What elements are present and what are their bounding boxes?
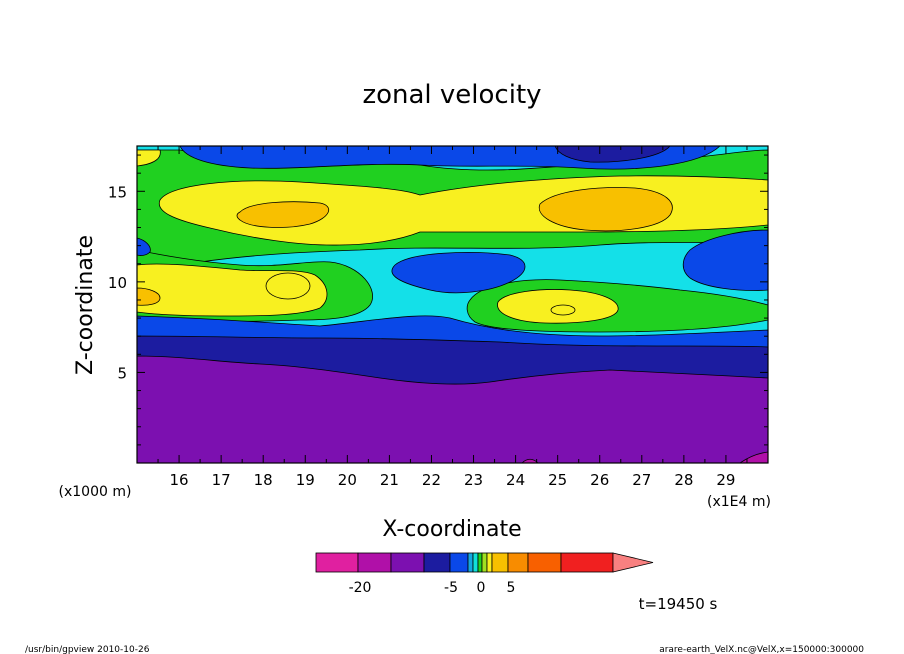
colorbar-segment [491, 552, 509, 573]
x-tick-label: 29 [716, 471, 735, 489]
x-tick-label: 20 [338, 471, 357, 489]
colorbar-segment [527, 552, 562, 573]
colorbar-segment [315, 552, 359, 573]
footer-right: arare-earth_VelX.nc@VelX,x=150000:300000 [659, 645, 864, 654]
colorbar-tick-label: 0 [477, 580, 486, 596]
x-tick-label: 18 [254, 471, 273, 489]
colorbar-segment [477, 552, 483, 573]
contour-darkblue-top [554, 146, 671, 163]
contour-blue-center [391, 252, 526, 294]
contour-field [137, 146, 768, 463]
x-tick-label: 21 [380, 471, 399, 489]
contour-yellow-blob [265, 272, 311, 300]
y-tick-label: 5 [117, 364, 127, 382]
contour-orange-small [137, 287, 161, 306]
colorbar-segment [486, 552, 493, 573]
x-tick-label: 22 [422, 471, 441, 489]
y-axis: 5 10 15 [108, 154, 768, 446]
y-axis-title: Z-coordinate [73, 235, 98, 375]
contour-blue-right [682, 229, 768, 291]
y-tick-label: 10 [108, 274, 127, 292]
contour-orange-right [538, 187, 673, 232]
x-axis: 16 17 18 19 20 21 22 23 24 25 26 27 28 29 [157, 146, 748, 489]
x-tick-label: 19 [296, 471, 315, 489]
colorbar-segment [467, 552, 474, 573]
x-tick-label: 24 [506, 471, 525, 489]
colorbar-tick-label: -5 [444, 580, 458, 596]
colorbar-arrow [612, 552, 654, 573]
contour-purple-bottom [137, 355, 768, 463]
contour-blue-left [137, 237, 151, 256]
x-axis-title: X-coordinate [382, 517, 521, 542]
y-tick-label: 15 [108, 183, 127, 201]
colorbar-segment [390, 552, 425, 573]
time-label: t=19450 s [639, 595, 718, 613]
chart-title: zonal velocity [362, 80, 541, 110]
x-tick-label: 23 [464, 471, 483, 489]
colorbar-segment [472, 552, 479, 573]
colorbar-segment [560, 552, 614, 573]
colorbar [315, 552, 654, 573]
colorbar-tick-label: 5 [507, 580, 516, 596]
colorbar-segment [507, 552, 529, 573]
x-tick-label: 17 [212, 471, 231, 489]
colorbar-segment [423, 552, 451, 573]
colorbar-labels: -20 -5 0 5 [349, 580, 516, 596]
y-unit-label: (x1000 m) [59, 484, 132, 500]
colorbar-segment [481, 552, 488, 573]
x-tick-label: 28 [674, 471, 693, 489]
contour-orange-left [236, 201, 330, 228]
x-unit-label: (x1E4 m) [707, 494, 771, 510]
colorbar-tick-label: -20 [349, 580, 372, 596]
colorbar-segment [357, 552, 392, 573]
x-tick-label: 27 [632, 471, 651, 489]
footer-left: /usr/bin/gpview 2010-10-26 [25, 645, 150, 654]
x-tick-label: 16 [170, 471, 189, 489]
x-tick-label: 25 [548, 471, 567, 489]
colorbar-segment [449, 552, 469, 573]
x-tick-label: 26 [590, 471, 609, 489]
contour-yellow-dot [550, 304, 576, 316]
